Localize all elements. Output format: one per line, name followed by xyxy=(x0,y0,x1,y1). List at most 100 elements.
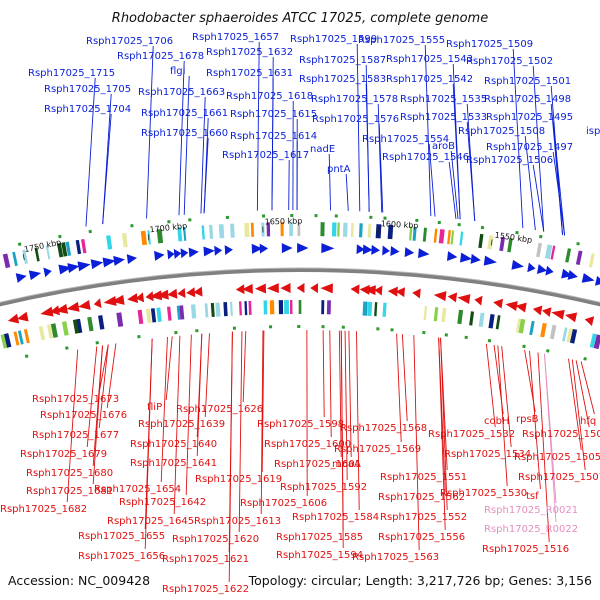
reverse-gene-arrow xyxy=(532,305,543,316)
reverse-gene-arrow xyxy=(474,295,483,306)
outer-feature-block xyxy=(2,253,11,269)
outer-feature-block xyxy=(408,226,413,241)
reverse-gene-arrow xyxy=(515,302,527,313)
inner-feature-block xyxy=(61,321,69,336)
forward-gene-label-connector xyxy=(356,43,361,212)
forward-gene-arrow xyxy=(446,251,458,262)
reverse-gene-arrow xyxy=(296,283,305,294)
forward-gene-label: Rsph17025_1533 xyxy=(400,112,487,123)
forward-gene-label-connector xyxy=(466,121,476,222)
inner-feature-block xyxy=(210,302,215,318)
forward-gene-label: Rsph17025_1498 xyxy=(484,94,571,105)
reverse-gene-label: Rsph17025_1569 xyxy=(334,444,421,455)
forward-gene-label-connector xyxy=(524,135,536,231)
inner-feature-block xyxy=(529,320,535,336)
outer-feature-block xyxy=(499,236,506,252)
green-marker xyxy=(539,234,543,239)
forward-gene-label-connector xyxy=(532,164,545,232)
reverse-gene-arrow xyxy=(156,289,169,300)
reverse-gene-label-connector xyxy=(401,334,408,422)
reverse-gene-arrow xyxy=(40,306,54,317)
forward-gene-label: Rsph17025_1578 xyxy=(311,94,398,105)
reverse-gene-label-connector xyxy=(329,330,332,438)
reverse-gene-label: Rsph17025_1556 xyxy=(378,532,465,543)
reverse-gene-label: Rsph17025_1622 xyxy=(162,584,249,595)
forward-gene-arrow xyxy=(43,267,52,278)
reverse-gene-label-connector xyxy=(98,344,109,429)
outer-feature-block xyxy=(447,230,452,245)
reverse-gene-label: Rsph17025_1676 xyxy=(40,410,127,421)
reverse-gene-label-connector xyxy=(580,361,595,415)
reverse-gene-arrow xyxy=(145,291,154,302)
reverse-gene-arrow xyxy=(320,283,333,294)
reverse-gene-label-connector xyxy=(413,335,420,551)
inner-feature-block xyxy=(38,325,46,341)
reverse-gene-label: Rsph17025_1552 xyxy=(380,512,467,523)
inner-feature-block xyxy=(478,312,485,328)
reverse-gene-label: Rsph17025_1562 xyxy=(378,492,465,503)
map-title: Rhodobacter sphaeroides ATCC 17025, comp… xyxy=(112,11,488,26)
outer-feature-block xyxy=(57,242,64,258)
reverse-gene-label-connector xyxy=(196,333,203,457)
reverse-gene-arrow xyxy=(493,298,504,309)
reverse-gene-label: fliP xyxy=(147,402,162,413)
reverse-gene-label: Rsph17025_1598 xyxy=(257,419,344,430)
forward-gene-label: nadE xyxy=(310,144,335,155)
reverse-gene-label-connector xyxy=(173,335,181,515)
forward-gene-label: Rsph17025_1614 xyxy=(230,131,317,142)
green-marker xyxy=(583,357,587,361)
reverse-gene-label: Rsph17025_1679 xyxy=(20,449,107,460)
backbone-arc xyxy=(0,268,600,307)
forward-gene-label: Rsph17025_1509 xyxy=(446,39,533,50)
reverse-gene-arrow xyxy=(564,312,578,323)
outer-feature-block xyxy=(459,231,464,246)
inner-feature-block xyxy=(4,333,12,348)
outer-feature-block xyxy=(183,226,187,241)
reverse-gene-label: Rsph17025_1626 xyxy=(176,404,263,415)
reverse-gene-label-connector xyxy=(575,360,590,428)
outer-feature-block xyxy=(244,222,250,238)
rna-gene-label-connector xyxy=(544,353,557,523)
green-marker xyxy=(58,234,62,239)
forward-gene-label: Rsph17025_1546 xyxy=(382,152,469,163)
outer-feature-block xyxy=(75,239,82,255)
forward-gene-arrow xyxy=(154,250,165,261)
reverse-gene-arrow xyxy=(235,284,245,295)
reverse-gene-label-connector xyxy=(537,352,550,543)
forward-gene-arrow xyxy=(113,255,125,266)
forward-gene-label: Rsph17025_1542 xyxy=(386,74,473,85)
forward-gene-arrow xyxy=(167,249,175,260)
genome-backbone xyxy=(0,267,600,307)
outer-feature-block xyxy=(140,230,148,246)
reverse-gene-label: Rsph17025_1681 xyxy=(26,486,113,497)
inner-feature-block xyxy=(72,319,81,334)
reverse-gene-arrow xyxy=(103,296,117,306)
outer-feature-block xyxy=(358,223,363,238)
reverse-gene-label: Rsph17025_1504 xyxy=(522,429,600,440)
forward-gene-label: Rsph17025_1583 xyxy=(299,74,386,85)
forward-gene-label-connector xyxy=(452,83,461,220)
reverse-gene-label: Rsph17025_1639 xyxy=(138,419,225,430)
reverse-gene-arrow xyxy=(193,286,203,297)
reverse-gene-label: Rsph17025_1568 xyxy=(340,423,427,434)
outer-feature-block xyxy=(147,230,151,245)
reverse-gene-arrow xyxy=(111,294,125,305)
reverse-gene-label: Rsph17025_1505 xyxy=(514,452,600,463)
reverse-gene-label-connector xyxy=(260,330,264,515)
inner-feature-block xyxy=(87,316,94,332)
outer-feature-block xyxy=(121,233,128,248)
forward-gene-arrow xyxy=(418,248,430,259)
reverse-gene-arrow xyxy=(177,288,186,299)
inner-feature-block xyxy=(145,308,152,324)
forward-gene-label: Rsph17025_1495 xyxy=(486,112,573,123)
inner-feature-block xyxy=(156,307,162,322)
reverse-gene-label: Rsph17025_1530 xyxy=(440,488,527,499)
green-marker xyxy=(522,344,526,349)
forward-gene-label-connector xyxy=(448,161,457,219)
outer-feature-block xyxy=(230,223,235,238)
reverse-gene-arrow xyxy=(149,290,163,301)
inner-feature-block xyxy=(17,330,24,345)
forward-gene-arrow xyxy=(173,248,182,259)
reverse-gene-label: Rsph17025_1516 xyxy=(482,544,569,555)
forward-gene-label-connector xyxy=(450,150,459,220)
